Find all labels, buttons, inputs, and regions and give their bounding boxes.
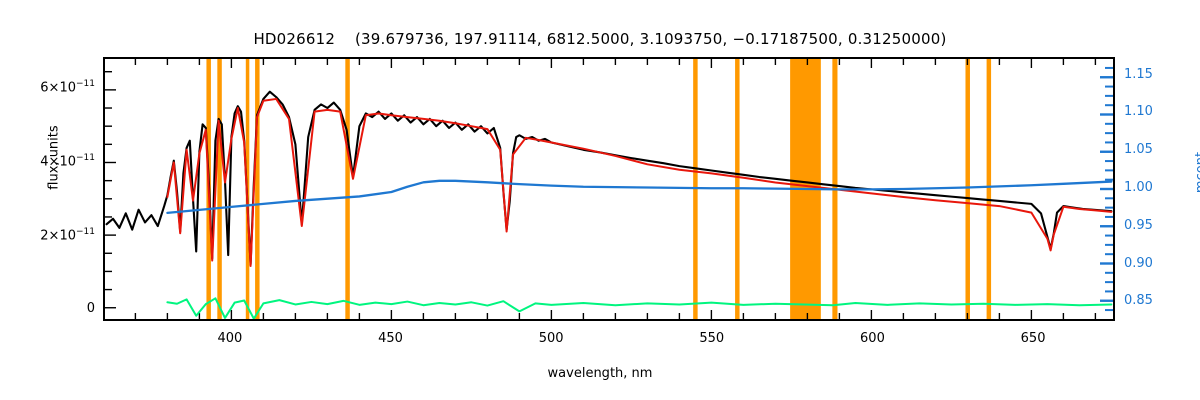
plot-canvas [105,59,1113,319]
masked-band [986,59,992,319]
x-tick-label: 650 [1020,331,1046,346]
series-synthetic [166,97,1113,267]
data-series-group [105,90,1113,319]
page-title: HD026612 (39.679736, 197.91114, 6812.500… [253,30,947,48]
x-axis-label: wavelength, nm [547,366,653,381]
y-right-tick-label: 1.05 [1124,142,1153,158]
y-right-tick-label: 1.10 [1124,104,1153,120]
masked-band [217,59,222,319]
y-right-tick-label: 1.00 [1124,180,1153,195]
axis-tick-group [105,59,1113,319]
masked-band [255,59,260,319]
masked-band [965,59,970,319]
y-right-tick-label: 0.95 [1124,217,1153,233]
y-axis-right-label: mcont [1193,151,1200,194]
y-right-tick-label: 1.15 [1124,66,1153,82]
y-left-tick-label: 2×10−11 [40,226,95,244]
y-right-tick-label: 0.85 [1124,293,1153,309]
series-residual [166,297,1113,319]
x-tick-label: 600 [860,331,885,346]
x-tick-label: 450 [378,331,403,346]
y-right-tick-label: 0.90 [1124,255,1153,271]
y-left-tick-label: 6×10−11 [40,79,95,96]
x-tick-label: 550 [699,331,725,346]
plot-area [103,57,1115,321]
y-left-tick-label: 4×10−11 [40,153,95,170]
series-continuum [166,179,1113,214]
masked-band [345,59,350,319]
x-tick-label: 500 [538,331,564,346]
x-tick-label: 400 [217,331,243,346]
y-left-tick-label: 0 [86,300,95,316]
